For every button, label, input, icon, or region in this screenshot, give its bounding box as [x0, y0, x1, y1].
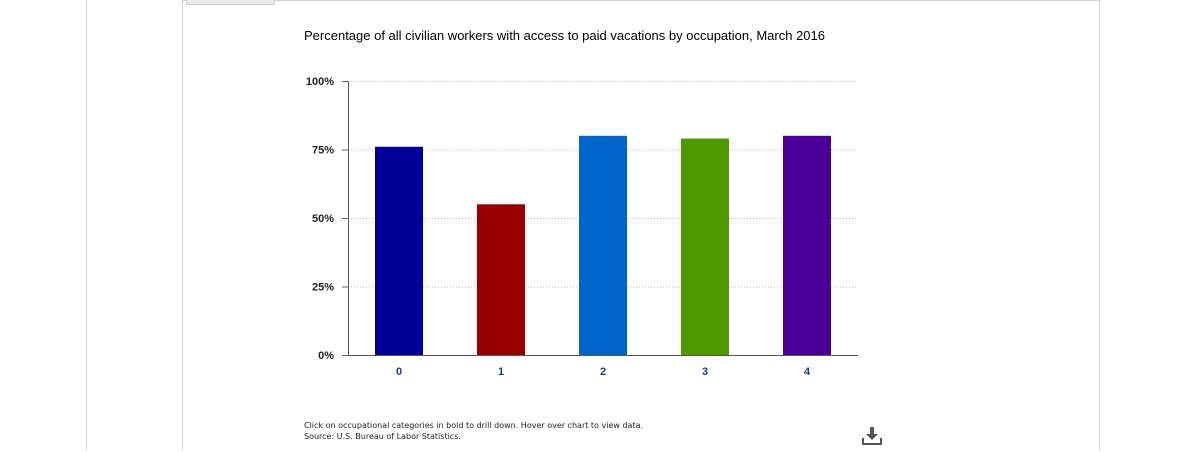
download-button[interactable]: [860, 425, 882, 447]
y-tick-label: 25%: [312, 282, 334, 294]
bar[interactable]: [375, 146, 423, 355]
bar[interactable]: [477, 204, 525, 355]
y-tick-label: 0%: [318, 350, 334, 362]
x-tick-labels: 0 1 2 3 4: [396, 366, 811, 378]
footnote-source: Source: U.S. Bureau of Labor Statistics.: [304, 432, 461, 441]
x-tick-label[interactable]: 3: [702, 366, 708, 378]
x-tick-label[interactable]: 1: [498, 366, 504, 378]
bar[interactable]: [681, 138, 729, 355]
y-tick-label: 50%: [312, 213, 334, 225]
download-icon: [862, 427, 882, 445]
tab-stub[interactable]: [186, 0, 275, 5]
x-tick-label[interactable]: 4: [804, 366, 811, 378]
bar[interactable]: [783, 135, 831, 355]
x-tick-label[interactable]: 2: [600, 366, 606, 378]
chart-title: Percentage of all civilian workers with …: [304, 28, 825, 43]
chart-footnote: Click on occupational categories in bold…: [304, 420, 643, 442]
page-left-border: [86, 0, 87, 450]
x-tick-label[interactable]: 0: [396, 366, 402, 378]
axes: [348, 81, 858, 356]
chart-panel: [182, 0, 1100, 450]
y-tick-label: 100%: [306, 76, 334, 88]
bars: [375, 135, 831, 355]
y-tick-label: 75%: [312, 145, 334, 157]
y-tick-labels: 0% 25% 50% 75% 100%: [306, 76, 334, 362]
bar[interactable]: [579, 135, 627, 355]
footnote-instructions: Click on occupational categories in bold…: [304, 421, 644, 430]
